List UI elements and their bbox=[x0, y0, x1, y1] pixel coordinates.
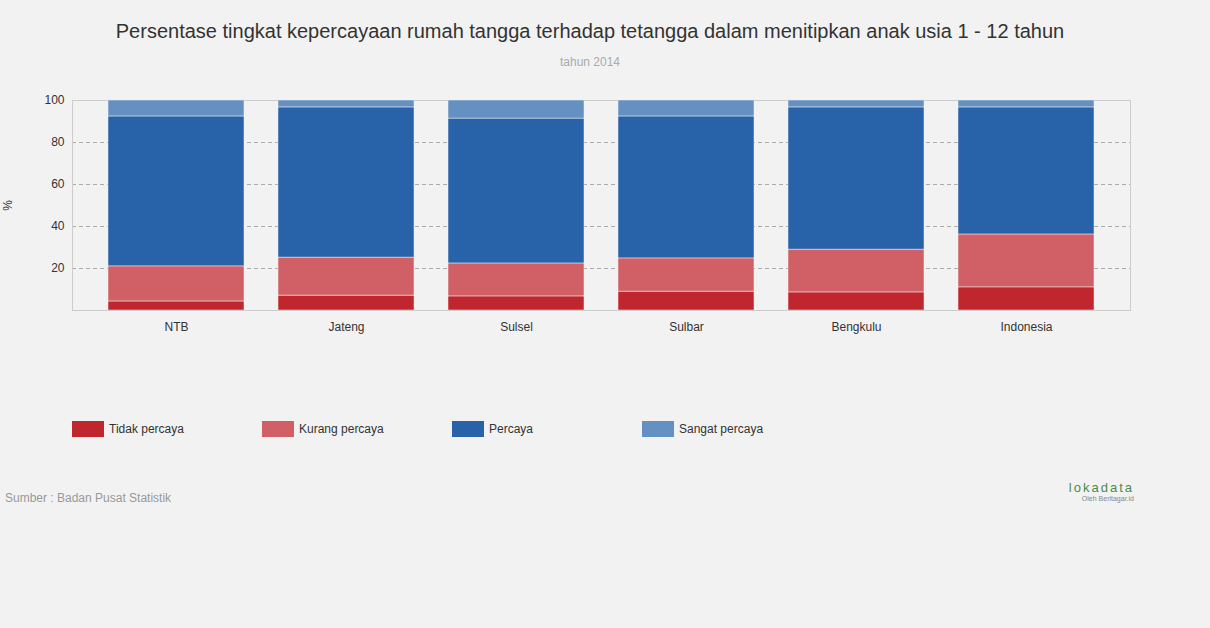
svg-text:60: 60 bbox=[51, 177, 65, 191]
svg-text:Bengkulu: Bengkulu bbox=[831, 320, 881, 334]
svg-text:40: 40 bbox=[51, 219, 65, 233]
svg-text:80: 80 bbox=[51, 135, 65, 149]
html-text:lokadata: lokadata bbox=[1068, 480, 1134, 495]
html-text:Tidak percaya: Tidak percaya bbox=[109, 422, 184, 436]
html-text:Percaya: Percaya bbox=[489, 422, 533, 436]
html-text:Oleh Beritagar.id: Oleh Beritagar.id bbox=[1081, 495, 1134, 502]
svg-text:Indonesia: Indonesia bbox=[1000, 320, 1052, 334]
svg-text:20: 20 bbox=[51, 261, 65, 275]
svg-text:NTB: NTB bbox=[165, 320, 189, 334]
html-text:Sumber : Badan Pusat Statistik: Sumber : Badan Pusat Statistik bbox=[5, 491, 172, 505]
html-text:Kurang percaya: Kurang percaya bbox=[299, 422, 384, 436]
svg-text:100: 100 bbox=[44, 93, 64, 107]
html-text:Sangat percaya: Sangat percaya bbox=[679, 422, 764, 436]
svg-text:Sulsel: Sulsel bbox=[500, 320, 533, 334]
html-text:Persentase tingkat kepercayaan: Persentase tingkat kepercayaan rumah tan… bbox=[115, 20, 1065, 42]
svg-text:Jateng: Jateng bbox=[328, 320, 364, 334]
svg-text:Sulbar: Sulbar bbox=[669, 320, 704, 334]
svg-text:%: % bbox=[1, 200, 15, 211]
html-text:tahun 2014: tahun 2014 bbox=[560, 55, 620, 69]
